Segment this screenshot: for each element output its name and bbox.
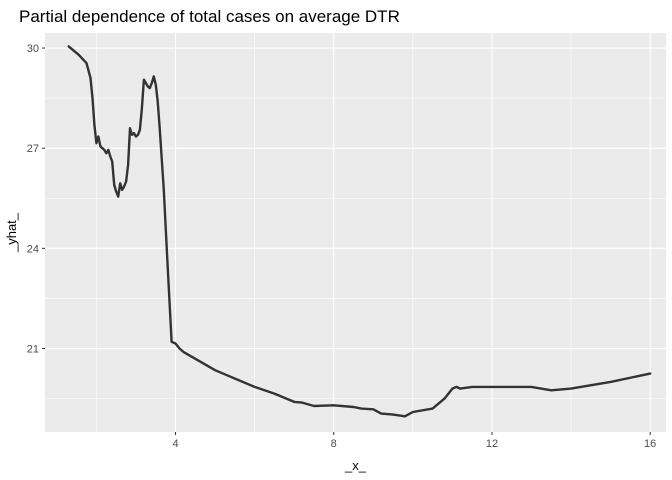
series-line xyxy=(67,45,652,418)
x-tick-label: 12 xyxy=(486,438,498,450)
minor-gridlines xyxy=(45,33,666,432)
x-tick-label: 16 xyxy=(644,438,656,450)
y-tick-label: 30 xyxy=(27,43,39,55)
x-tick-label: 4 xyxy=(172,438,178,450)
major-gridlines xyxy=(45,33,666,432)
y-tick-label: 21 xyxy=(27,344,39,356)
series-layer xyxy=(67,45,652,418)
x-tick-label: 8 xyxy=(331,438,337,450)
axes-layer: 4 8 12 16 21 24 27 30 xyxy=(27,43,657,450)
chart-title: Partial dependence of total cases on ave… xyxy=(19,7,400,26)
y-tick-label: 24 xyxy=(27,243,39,255)
x-axis-title: _x_ xyxy=(344,458,367,473)
plot-panel xyxy=(45,33,666,432)
y-axis-title: _yhat_ xyxy=(4,212,19,253)
y-tick-label: 27 xyxy=(27,143,39,155)
